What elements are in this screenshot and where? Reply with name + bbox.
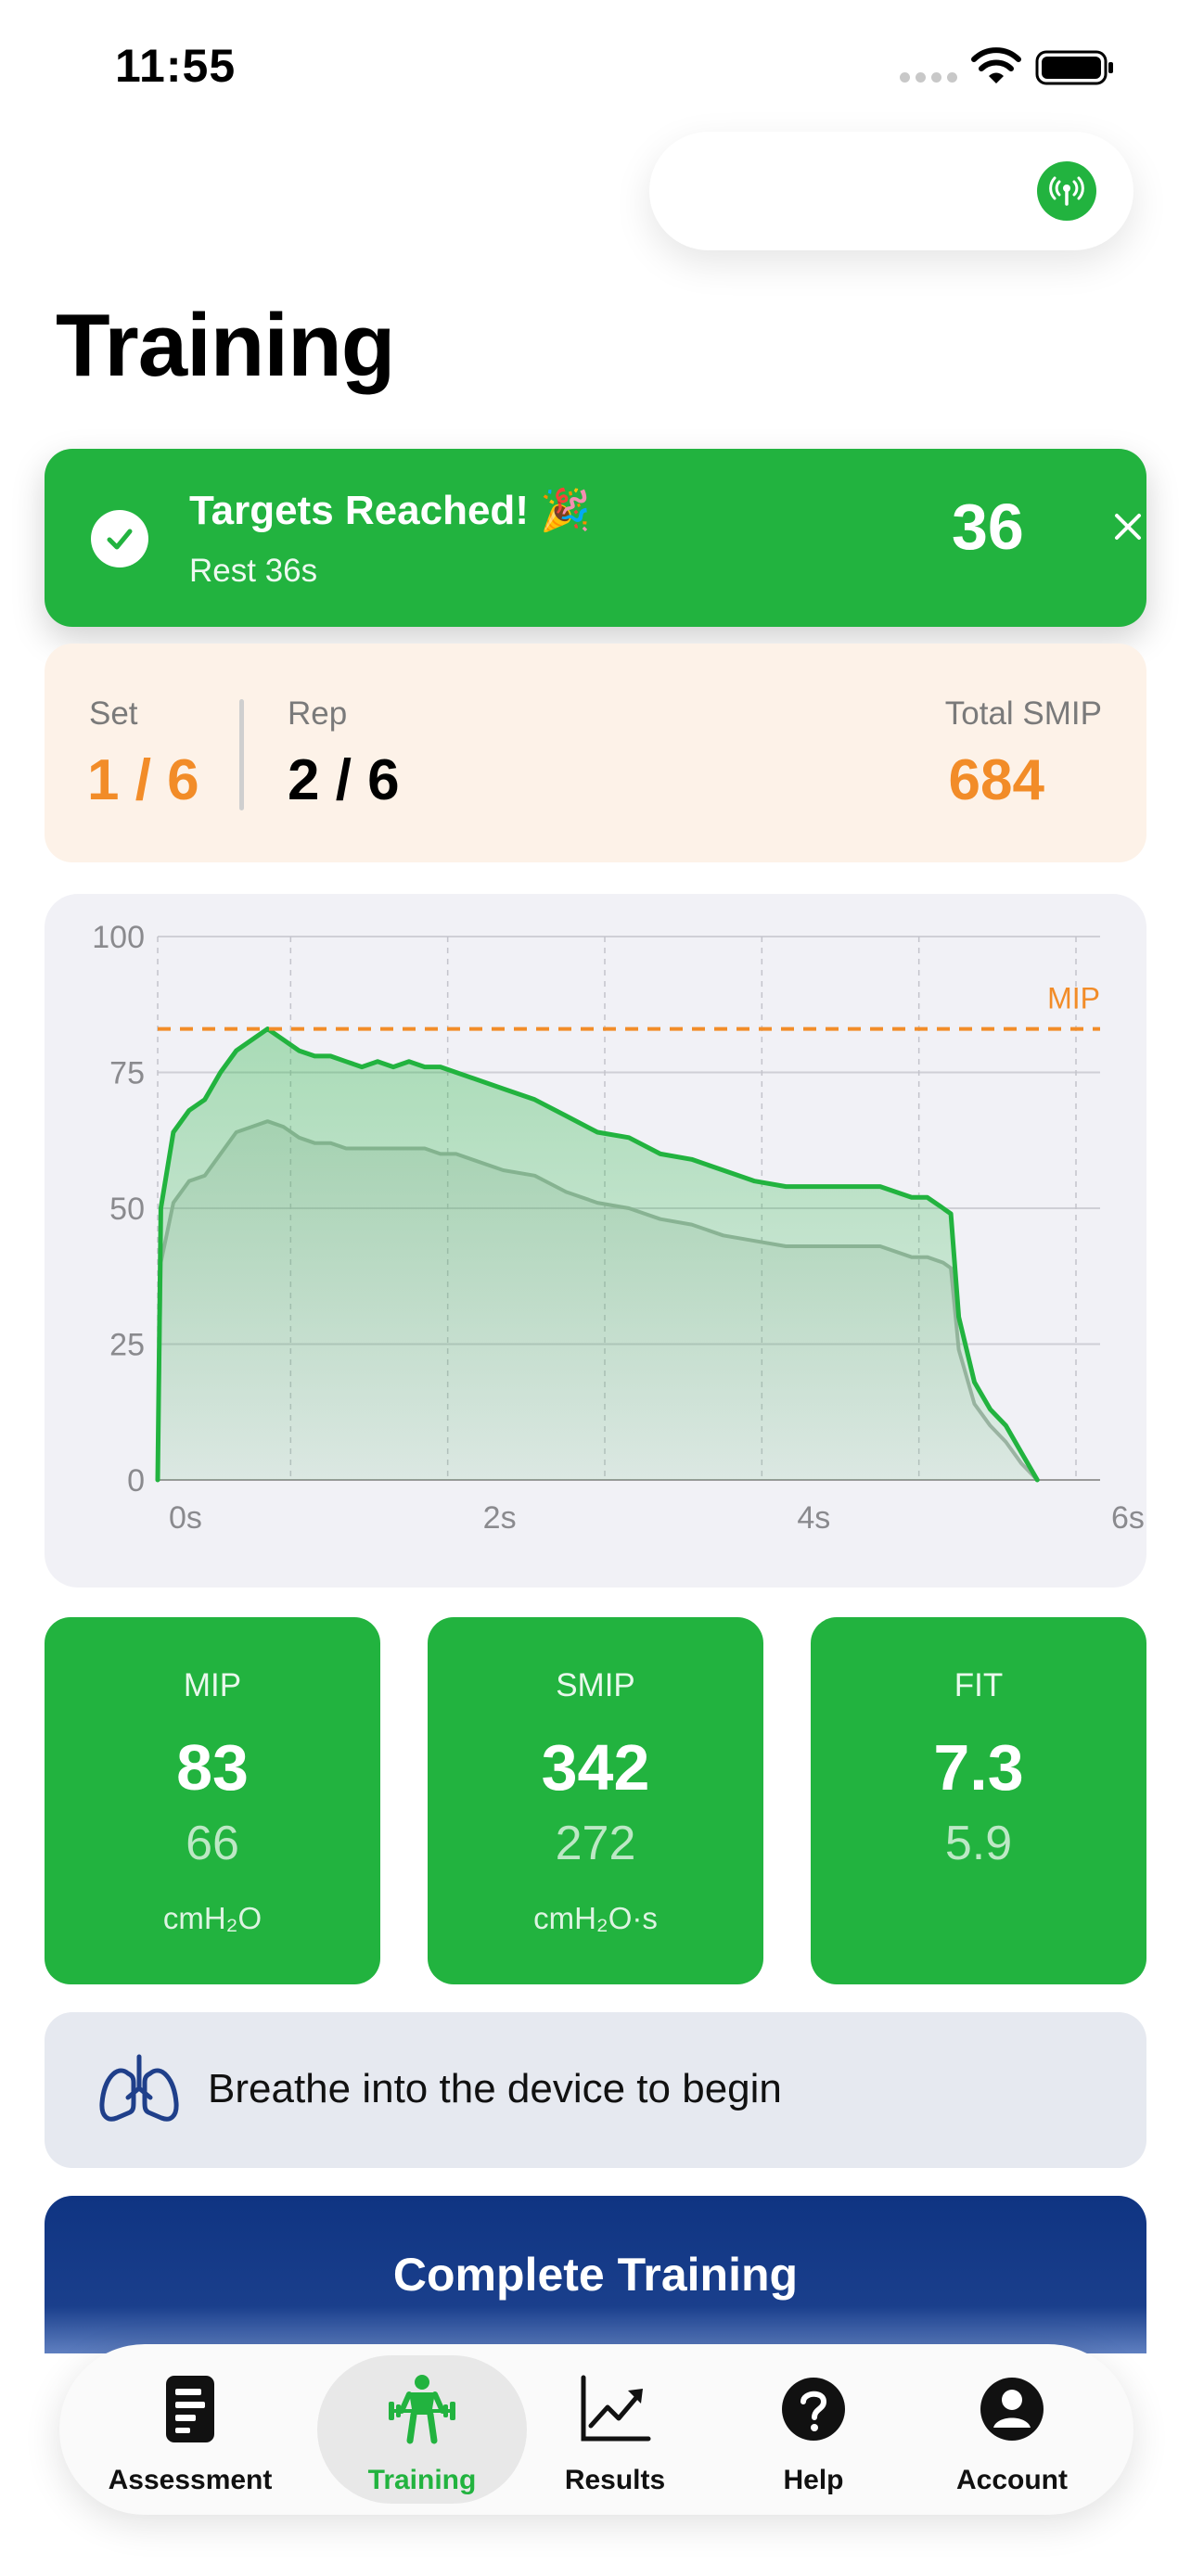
complete-training-label: Complete Training — [392, 2249, 799, 2301]
tab-results[interactable]: Results — [516, 2344, 714, 2515]
tab-account[interactable]: Account — [913, 2344, 1111, 2515]
tab-training[interactable]: Training — [317, 2344, 527, 2515]
metric-card-smip: SMIP 342 272 cmH₂O·s — [428, 1617, 763, 1984]
metric-unit: cmH₂O·s — [533, 1901, 658, 1935]
weightlifter-icon — [389, 2375, 455, 2444]
y-tick-label: 25 — [109, 1328, 145, 1363]
rest-countdown: 36 — [952, 491, 1024, 563]
stat-divider — [239, 699, 244, 810]
rep-label: Rep — [288, 695, 348, 732]
person-icon — [980, 2378, 1044, 2441]
total-smip-value: 684 — [948, 748, 1044, 812]
metric-secondary-value: 272 — [555, 1817, 636, 1870]
y-tick-label: 100 — [92, 920, 145, 955]
x-tick-label: 6s — [1111, 1500, 1145, 1536]
tab-bar: Assessment Training Results He — [59, 2344, 1133, 2515]
device-connection-pill[interactable] — [649, 132, 1133, 250]
metric-card-mip: MIP 83 66 cmH₂O — [45, 1617, 380, 1984]
tab-label: Account — [956, 2465, 1068, 2495]
status-bar: 11:55 — [0, 0, 1191, 130]
session-progress-card: Set 1 / 6 Rep 2 / 6 Total SMIP 684 — [45, 644, 1146, 862]
series-line — [155, 1027, 1040, 1483]
metric-secondary-value: 66 — [186, 1817, 239, 1870]
wifi-icon — [971, 47, 1021, 83]
banner-title: Targets Reached! 🎉 — [189, 488, 591, 533]
metric-secondary-value: 5.9 — [944, 1817, 1013, 1870]
status-time: 11:55 — [115, 40, 237, 92]
tab-help[interactable]: Help — [714, 2344, 913, 2515]
banner-subtitle: Rest 36s — [189, 553, 318, 589]
tab-label: Training — [367, 2465, 477, 2495]
x-tick-label: 0s — [169, 1500, 202, 1536]
targets-reached-banner: Targets Reached! 🎉 Rest 36s 36 — [45, 449, 1146, 627]
x-tick-label: 2s — [483, 1500, 517, 1536]
metric-label: SMIP — [556, 1667, 635, 1703]
antenna-icon — [1037, 161, 1096, 221]
rep-value: 2 / 6 — [288, 748, 400, 812]
y-tick-label: 75 — [109, 1056, 145, 1091]
metric-primary-value: 83 — [176, 1731, 249, 1804]
y-tick-label: 50 — [109, 1192, 145, 1227]
mip-reference-label: MIP — [1047, 982, 1100, 1015]
metric-label: MIP — [183, 1667, 242, 1703]
checkmark-icon — [91, 510, 148, 567]
tab-assessment[interactable]: Assessment — [91, 2344, 289, 2515]
battery-icon — [1035, 50, 1113, 85]
lungs-icon — [99, 2054, 179, 2122]
document-icon — [166, 2376, 214, 2442]
chart-trend-icon — [581, 2375, 651, 2442]
tab-label: Results — [564, 2465, 666, 2495]
metric-primary-value: 7.3 — [933, 1731, 1024, 1804]
breathe-hint: Breathe into the device to begin — [45, 2012, 1146, 2168]
tab-label: Help — [783, 2465, 844, 2495]
pressure-chart: 0 25 50 75 100 0s 2s 4s 6s MIP — [92, 920, 1145, 1536]
pressure-chart-card: 0 25 50 75 100 0s 2s 4s 6s MIP — [45, 894, 1146, 1588]
complete-training-button[interactable]: Complete Training — [45, 2196, 1146, 2353]
metric-label: FIT — [954, 1667, 1004, 1703]
hint-text: Breathe into the device to begin — [208, 2066, 782, 2111]
question-icon — [782, 2378, 845, 2441]
set-value: 1 / 6 — [87, 748, 199, 812]
series-area — [158, 1028, 1038, 1480]
metric-primary-value: 342 — [541, 1731, 650, 1804]
page-title: Training — [56, 296, 395, 395]
signal-icon — [900, 72, 957, 83]
set-label: Set — [89, 695, 138, 732]
tab-label: Assessment — [108, 2465, 273, 2495]
metric-card-fit: FIT 7.3 5.9 — [811, 1617, 1146, 1984]
x-tick-label: 4s — [797, 1500, 830, 1536]
total-smip-label: Total SMIP — [944, 695, 1102, 732]
y-tick-label: 0 — [127, 1463, 145, 1498]
metric-unit: cmH₂O — [162, 1901, 263, 1935]
close-icon[interactable] — [1109, 508, 1146, 545]
